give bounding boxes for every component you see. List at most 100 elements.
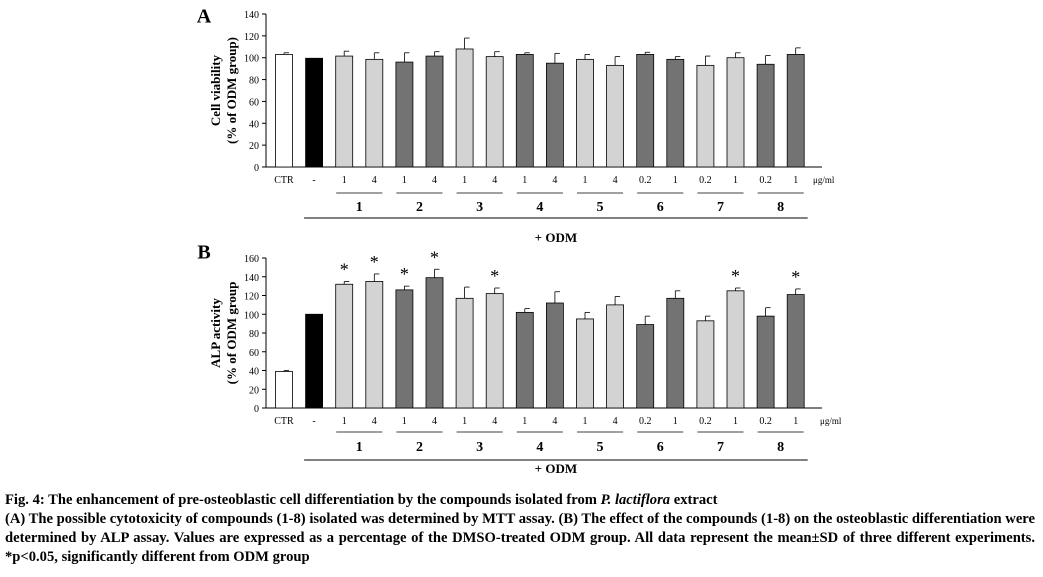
bar [726,290,745,409]
panel-a: A Cell viability (% of ODM group) 0 20 40 60 80… [197,6,835,245]
caption-title: Fig. 4: The enhancement of pre-osteoblas… [5,491,1035,510]
bar [305,57,324,168]
category-label: 1 [522,416,527,427]
category-label: 4 [613,175,618,186]
significance-star: * [430,247,439,267]
category-label: 0.2 [639,175,652,186]
group-number: 1 [356,440,363,455]
bar [275,371,293,409]
category-label: 1 [733,416,738,427]
category-label: 4 [613,416,618,427]
y-axis-label-unit: (% of ODM group) [224,37,239,144]
bar [636,54,655,168]
bar [335,283,354,409]
group-number: 3 [476,440,483,455]
odm-label: + ODM [535,230,577,245]
y-tick-label: 60 [249,348,259,359]
y-tick-label: 20 [249,385,259,396]
group-number: 4 [536,200,543,215]
group-number: 1 [356,200,363,215]
bar [335,55,354,168]
category-label: 0.2 [639,416,652,427]
category-label: 4 [372,416,377,427]
y-axis-label: Cell viability [208,54,223,126]
significance-star: * [731,266,740,286]
figure-caption: Fig. 4: The enhancement of pre-osteoblas… [5,491,1035,567]
bar [636,324,655,409]
category-label: 4 [492,175,497,186]
group-number: 2 [416,200,423,215]
y-tick-label: 120 [244,292,259,303]
category-label: 1 [793,416,798,427]
significance-star: * [340,259,349,279]
y-tick-label: 100 [244,54,259,65]
y-tick-label: 140 [244,273,259,284]
category-label: 1 [522,175,527,186]
bar [485,56,504,168]
y-tick-label: 60 [249,97,259,108]
bar [425,277,444,409]
group-number: 6 [657,440,664,455]
group-number: 8 [777,440,784,455]
bar [275,54,293,168]
category-label: - [312,175,315,186]
bar [786,294,805,409]
category-label: 1 [793,175,798,186]
category-label: 1 [673,175,678,186]
bar [425,55,444,168]
y-tick-label: 80 [249,76,259,87]
y-tick-label: 0 [254,163,259,174]
bar [515,54,534,168]
bar [365,58,384,168]
significance-star: * [490,266,499,286]
y-tick-label: 0 [254,404,259,415]
bar [666,297,685,409]
group-number: 5 [597,200,604,215]
category-label: 1 [402,416,407,427]
category-label: 1 [402,175,407,186]
group-number: 7 [717,200,724,215]
caption-title-suffix: extract [670,492,718,508]
bar [365,281,384,409]
y-tick-label: 100 [244,310,259,321]
bar [485,293,504,409]
bar [756,315,775,409]
panel-letter: B [197,242,210,264]
group-number: 2 [416,440,423,455]
bar [576,58,594,168]
group-number: 4 [536,440,543,455]
y-tick-label: 140 [244,10,259,21]
bar [726,57,745,168]
caption-body: (A) The possible cytotoxicity of compoun… [5,511,1035,565]
bar [395,289,414,409]
bar [606,304,624,409]
bar [786,54,805,168]
bar [546,302,564,409]
bar [455,297,474,409]
y-tick-label: 20 [249,141,259,152]
significance-star: * [791,267,800,287]
caption-title-prefix: Fig. 4: The enhancement of pre-osteoblas… [5,492,601,508]
y-axis-label-unit: (% of ODM group [224,282,239,385]
bar [606,64,624,168]
group-number: 5 [597,440,604,455]
bar [696,320,715,409]
y-tick-label: 40 [249,119,259,130]
y-axis-label: ALP activity [208,298,223,368]
panel-letter: A [197,6,212,28]
category-label: 4 [372,175,377,186]
group-number: 6 [657,200,664,215]
significance-star: * [370,252,379,272]
bar [395,61,414,168]
bar [696,64,715,168]
y-tick-label: 80 [249,329,259,340]
category-label: 1 [673,416,678,427]
y-tick-label: 160 [244,254,259,265]
category-label: 1 [342,175,347,186]
group-number: 7 [717,440,724,455]
bar [455,48,474,168]
category-label: 0.2 [699,175,712,186]
category-label: 4 [432,416,437,427]
category-label: CTR [274,175,294,186]
